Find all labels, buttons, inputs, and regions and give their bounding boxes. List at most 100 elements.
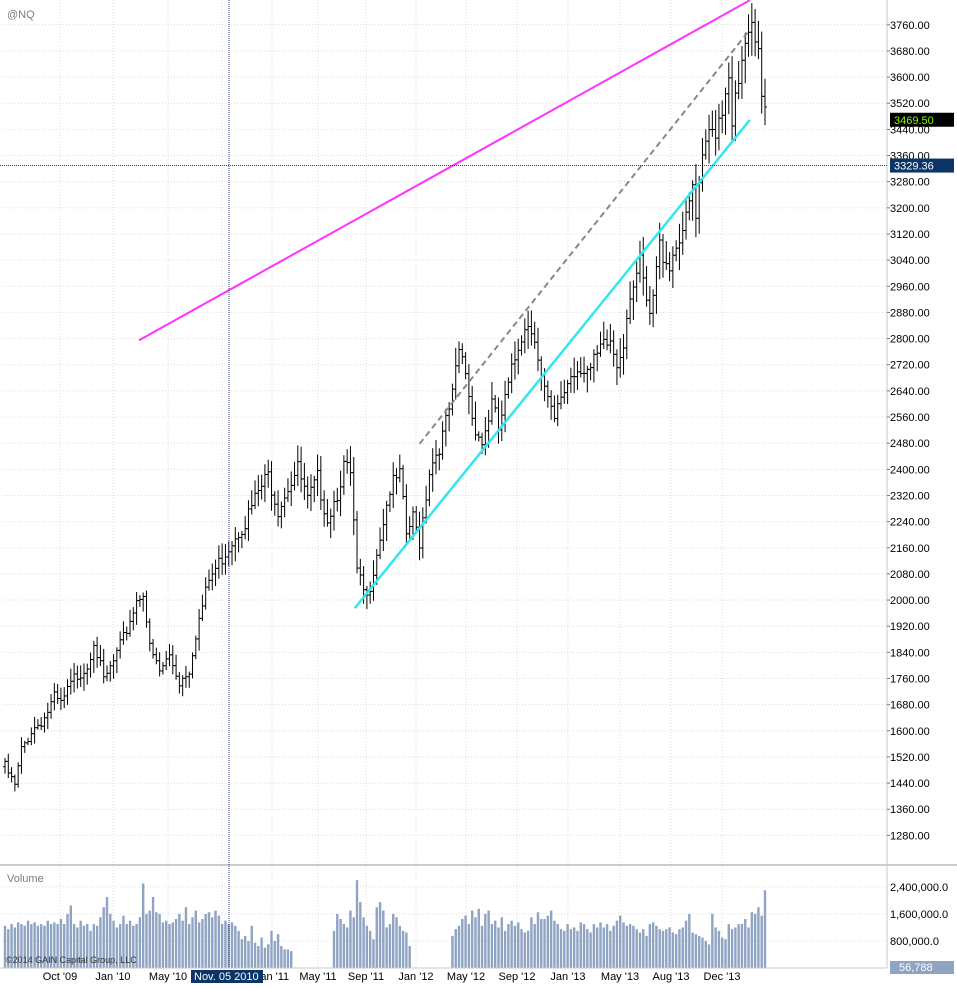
volume-bar bbox=[625, 925, 629, 968]
volume-bar bbox=[684, 920, 688, 968]
volume-bar bbox=[174, 919, 178, 968]
volume-bar bbox=[36, 925, 40, 968]
lower-channel-line[interactable] bbox=[353, 119, 751, 610]
volume-bar bbox=[3, 925, 7, 968]
volume-bar bbox=[345, 927, 349, 968]
volume-bar bbox=[53, 922, 56, 968]
volume-bar bbox=[237, 930, 240, 968]
price-tick-label: 3040.00 bbox=[890, 255, 930, 267]
volume-bar bbox=[336, 913, 339, 968]
volume-bar bbox=[503, 930, 507, 968]
volume-bar bbox=[405, 932, 408, 968]
volume-bar bbox=[721, 937, 724, 968]
volume-bar bbox=[556, 924, 559, 968]
volume-bar bbox=[642, 929, 645, 968]
volume-bar bbox=[658, 929, 661, 968]
volume-bar bbox=[181, 920, 184, 968]
volume-bar bbox=[467, 924, 471, 968]
volume-bar bbox=[99, 917, 102, 968]
volume-bar bbox=[507, 924, 510, 968]
volume-bar bbox=[247, 940, 250, 968]
volume-bar bbox=[401, 930, 405, 968]
volume-bar bbox=[523, 932, 527, 968]
volume-bar bbox=[744, 919, 747, 968]
volume-bar bbox=[59, 919, 63, 968]
volume-bar bbox=[500, 917, 503, 968]
x-grid bbox=[59, 0, 723, 968]
volume-bar bbox=[494, 920, 497, 968]
price-tick-label: 1280.00 bbox=[890, 830, 930, 842]
price-bars bbox=[3, 3, 767, 792]
volume-bar bbox=[734, 927, 737, 968]
time-tick-label: May '13 bbox=[601, 971, 639, 983]
volume-bar bbox=[533, 924, 536, 968]
volume-bar bbox=[674, 934, 678, 968]
volume-bar bbox=[33, 922, 36, 968]
upper-channel-line[interactable] bbox=[138, 0, 751, 342]
volume-bar bbox=[619, 915, 622, 968]
volume-bar bbox=[688, 913, 691, 968]
volume-bar bbox=[349, 910, 352, 968]
price-tick-label: 3120.00 bbox=[890, 229, 930, 241]
volume-bar bbox=[474, 917, 477, 968]
last-volume-badge-bg bbox=[890, 961, 954, 974]
volume-bar bbox=[105, 897, 109, 968]
volume-bar bbox=[388, 924, 392, 968]
volume-bar bbox=[161, 922, 165, 968]
volume-bar bbox=[10, 924, 13, 968]
price-tick-label: 1520.00 bbox=[890, 752, 930, 764]
volume-bar bbox=[89, 930, 92, 968]
volume-bar bbox=[470, 910, 474, 968]
volume-bar bbox=[701, 937, 704, 968]
volume-bar bbox=[707, 944, 711, 968]
price-tick-label: 1600.00 bbox=[890, 726, 930, 738]
price-tick-label: 1360.00 bbox=[890, 804, 930, 816]
crosshair-price-badge-bg bbox=[890, 158, 954, 173]
volume-bar bbox=[536, 912, 540, 968]
volume-bar bbox=[605, 924, 609, 968]
volume-bar bbox=[602, 927, 605, 968]
volume-bar bbox=[290, 951, 293, 968]
volume-bar bbox=[43, 925, 46, 968]
volume-bar bbox=[72, 924, 76, 968]
price-tick-label: 2960.00 bbox=[890, 281, 930, 293]
volume-bar bbox=[760, 915, 763, 968]
midline-dashed[interactable] bbox=[418, 29, 751, 445]
last-price-value: 3469.50 bbox=[894, 115, 934, 127]
price-tick-label: 1840.00 bbox=[890, 647, 930, 659]
volume-bar bbox=[69, 905, 72, 968]
volume-bar bbox=[645, 935, 648, 968]
volume-bar bbox=[635, 929, 638, 968]
volume-bar bbox=[115, 927, 119, 968]
price-tick-label: 2000.00 bbox=[890, 595, 930, 607]
price-tick-label: 3520.00 bbox=[890, 98, 930, 110]
volume-bar bbox=[230, 922, 234, 968]
volume-bar bbox=[549, 910, 553, 968]
trendlines[interactable] bbox=[138, 0, 751, 610]
volume-bar bbox=[135, 924, 138, 968]
volume-bar bbox=[76, 927, 79, 968]
volume-bar bbox=[273, 940, 276, 968]
price-tick-label: 3760.00 bbox=[890, 20, 930, 32]
volume-bar bbox=[368, 930, 372, 968]
volume-bar bbox=[194, 910, 198, 968]
volume-bar bbox=[82, 925, 86, 968]
price-tick-label: 1440.00 bbox=[890, 778, 930, 790]
volume-bar bbox=[763, 890, 767, 968]
price-tick-label: 2480.00 bbox=[890, 438, 930, 450]
volume-bar bbox=[191, 917, 194, 968]
time-tick-label: Jan '10 bbox=[95, 971, 130, 983]
volume-bar bbox=[582, 924, 586, 968]
volume-bar bbox=[490, 924, 494, 968]
price-tick-label: 2160.00 bbox=[890, 543, 930, 555]
volume-bar bbox=[651, 922, 655, 968]
volume-bar bbox=[477, 908, 480, 968]
last-volume-value: 56,788 bbox=[899, 962, 933, 974]
volume-bar bbox=[270, 930, 273, 968]
volume-bars bbox=[3, 880, 767, 968]
volume-bar bbox=[487, 910, 490, 968]
volume-bar bbox=[612, 925, 615, 968]
